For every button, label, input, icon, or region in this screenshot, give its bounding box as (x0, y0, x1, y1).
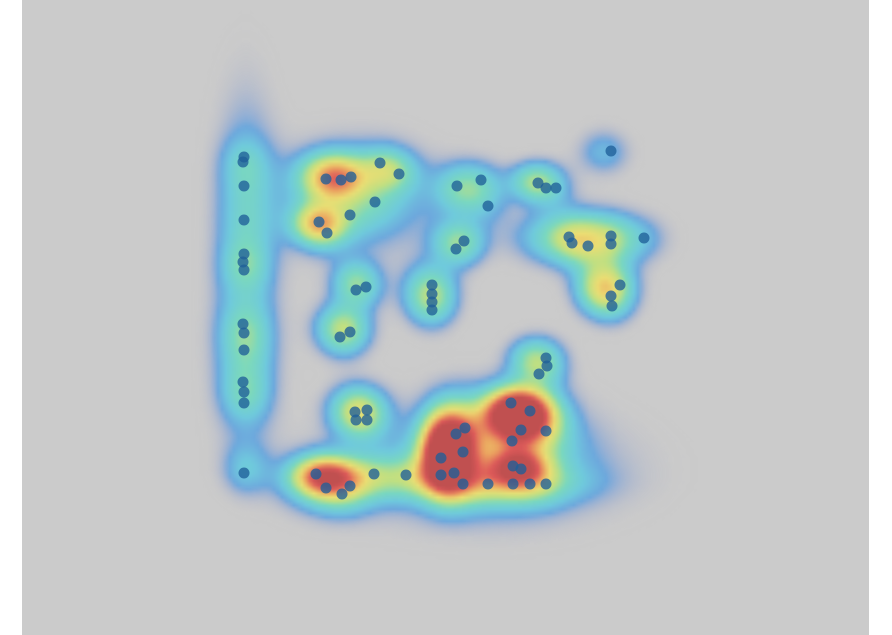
data-point (515, 463, 527, 475)
data-point (360, 281, 372, 293)
data-point (605, 238, 617, 250)
data-point (238, 467, 250, 479)
data-point (344, 326, 356, 338)
data-point (238, 344, 250, 356)
data-point (435, 469, 447, 481)
data-point (426, 279, 438, 291)
data-point (321, 227, 333, 239)
data-point (451, 180, 463, 192)
data-point (614, 279, 626, 291)
data-point (638, 232, 650, 244)
data-point (532, 177, 544, 189)
data-point (426, 288, 438, 300)
data-point (506, 435, 518, 447)
data-point (582, 240, 594, 252)
data-point (458, 235, 470, 247)
data-point (400, 469, 412, 481)
data-point (435, 452, 447, 464)
data-point (540, 352, 552, 364)
data-point (313, 216, 325, 228)
data-point (475, 174, 487, 186)
data-point (524, 478, 536, 490)
data-point (336, 488, 348, 500)
data-point (541, 360, 553, 372)
data-point (515, 424, 527, 436)
data-point (459, 422, 471, 434)
data-point (320, 482, 332, 494)
data-point (566, 237, 578, 249)
data-point (350, 414, 362, 426)
data-point (540, 182, 552, 194)
data-point (482, 478, 494, 490)
data-point (361, 404, 373, 416)
data-point (550, 182, 562, 194)
data-point (482, 200, 494, 212)
data-point (349, 406, 361, 418)
data-point (605, 230, 617, 242)
data-point (533, 368, 545, 380)
data-point (426, 304, 438, 316)
data-point (507, 478, 519, 490)
data-point (335, 174, 347, 186)
data-point (238, 248, 250, 260)
data-point (448, 467, 460, 479)
data-point (238, 397, 250, 409)
data-point (505, 397, 517, 409)
data-point (310, 468, 322, 480)
points-layer (237, 145, 650, 500)
data-point (374, 157, 386, 169)
data-point (344, 480, 356, 492)
data-point (238, 214, 250, 226)
data-point (320, 173, 332, 185)
data-point (605, 145, 617, 157)
data-point (393, 168, 405, 180)
data-point (605, 290, 617, 302)
data-point (450, 243, 462, 255)
data-point (237, 376, 249, 388)
data-point (524, 405, 536, 417)
data-point (238, 386, 250, 398)
data-point (334, 331, 346, 343)
data-point (344, 209, 356, 221)
data-point (450, 428, 462, 440)
data-point (540, 478, 552, 490)
data-point (238, 180, 250, 192)
data-point (540, 425, 552, 437)
data-point (237, 318, 249, 330)
data-point (457, 478, 469, 490)
data-point (426, 296, 438, 308)
data-point (345, 171, 357, 183)
data-point (237, 156, 249, 168)
data-point (606, 300, 618, 312)
data-point (368, 468, 380, 480)
data-point (457, 446, 469, 458)
data-point (237, 256, 249, 268)
data-point (361, 414, 373, 426)
data-point (238, 264, 250, 276)
data-point (369, 196, 381, 208)
data-point (350, 284, 362, 296)
data-point (238, 327, 250, 339)
